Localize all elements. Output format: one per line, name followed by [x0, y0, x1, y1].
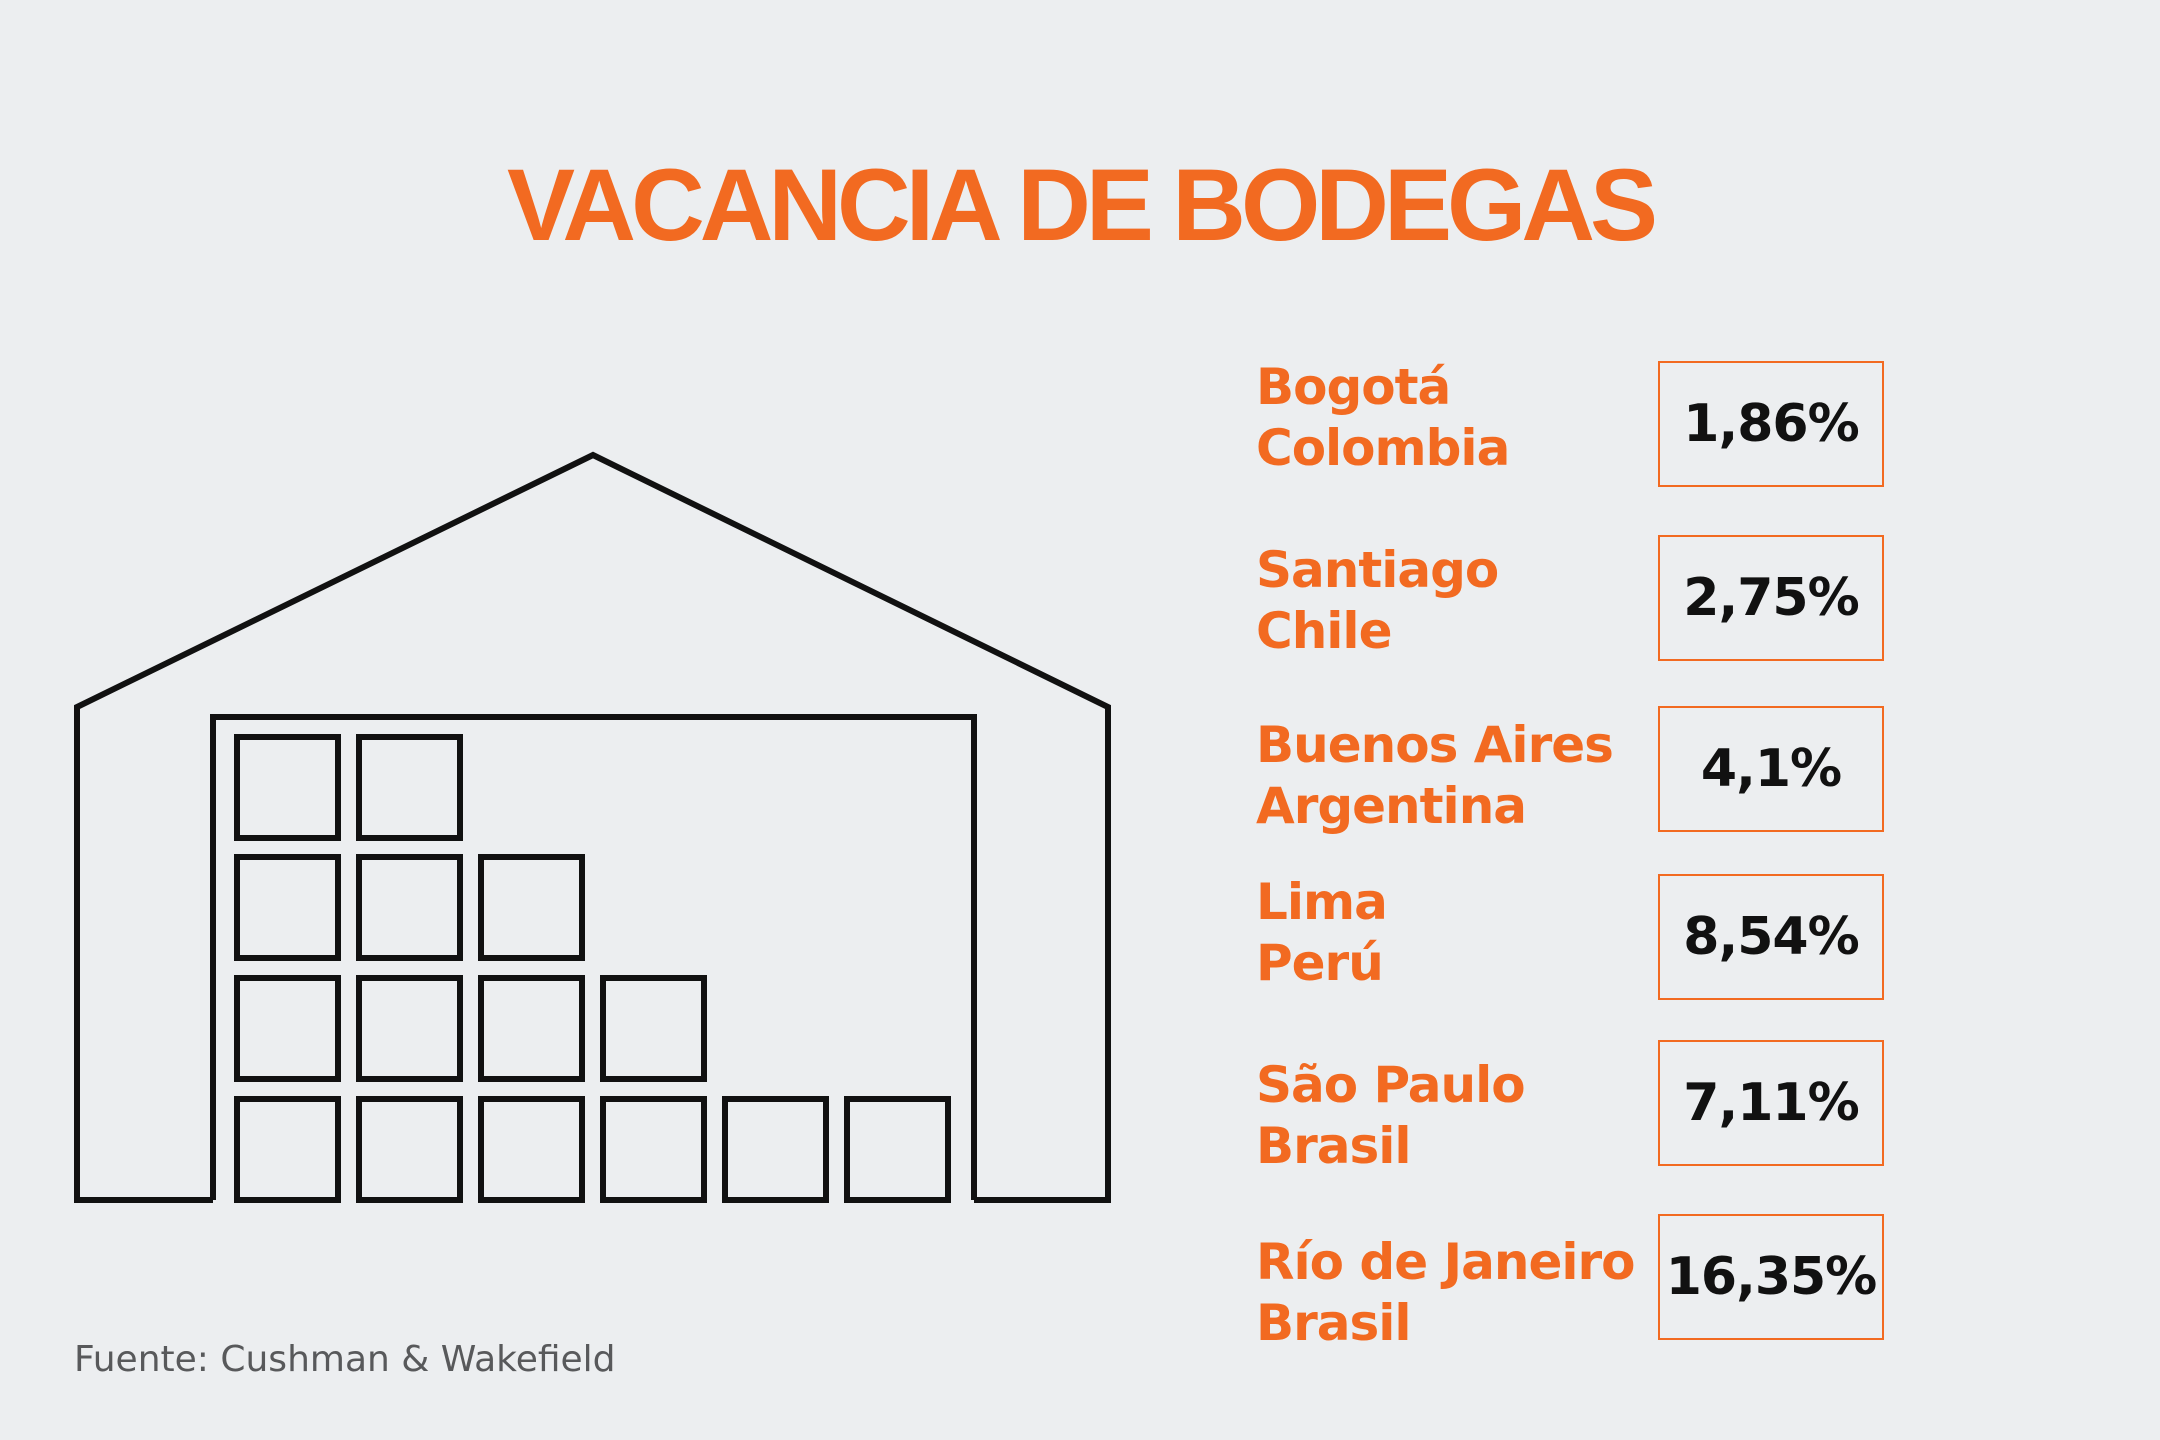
- vacancy-value: 1,86%: [1658, 361, 1884, 487]
- city-name: Buenos Aires: [1256, 716, 1614, 774]
- box: [356, 854, 463, 961]
- vacancy-value: 8,54%: [1658, 874, 1884, 1000]
- box: [722, 1096, 829, 1203]
- box: [600, 975, 707, 1082]
- box: [478, 1096, 585, 1203]
- city-label: Lima Perú: [1256, 872, 1388, 994]
- source-note: Fuente: Cushman & Wakefield: [74, 1339, 616, 1380]
- country-name: Argentina: [1256, 777, 1527, 835]
- country-name: Chile: [1256, 602, 1392, 660]
- city-name: Río de Janeiro: [1256, 1233, 1636, 1291]
- vacancy-value: 2,75%: [1658, 535, 1884, 661]
- box: [234, 1096, 341, 1203]
- city-label: Buenos Aires Argentina: [1256, 715, 1614, 837]
- city-label: Santiago Chile: [1256, 540, 1499, 662]
- city-name: Bogotá: [1256, 358, 1451, 416]
- box: [478, 975, 585, 1082]
- city-name: Lima: [1256, 873, 1388, 931]
- city-name: São Paulo: [1256, 1056, 1526, 1114]
- vacancy-value: 4,1%: [1658, 706, 1884, 832]
- box: [356, 975, 463, 1082]
- country-name: Brasil: [1256, 1117, 1412, 1175]
- box: [600, 1096, 707, 1203]
- vacancy-value: 16,35%: [1658, 1214, 1884, 1340]
- country-name: Colombia: [1256, 419, 1510, 477]
- city-label: Río de Janeiro Brasil: [1256, 1232, 1636, 1354]
- city-name: Santiago: [1256, 541, 1499, 599]
- warehouse-boxes-icon: [74, 451, 1111, 1203]
- box: [234, 854, 341, 961]
- country-name: Brasil: [1256, 1294, 1412, 1352]
- page-title: VACANCIA DE BODEGAS: [506, 148, 1658, 262]
- box: [356, 1096, 463, 1203]
- vacancy-value: 7,11%: [1658, 1040, 1884, 1166]
- box: [234, 734, 341, 841]
- box: [478, 854, 585, 961]
- box: [356, 734, 463, 841]
- box: [844, 1096, 951, 1203]
- box: [234, 975, 341, 1082]
- warehouse-door: [210, 714, 977, 1200]
- country-name: Perú: [1256, 934, 1384, 992]
- warehouse-outline: [74, 451, 1111, 1203]
- city-label: Bogotá Colombia: [1256, 357, 1510, 479]
- city-label: São Paulo Brasil: [1256, 1055, 1526, 1177]
